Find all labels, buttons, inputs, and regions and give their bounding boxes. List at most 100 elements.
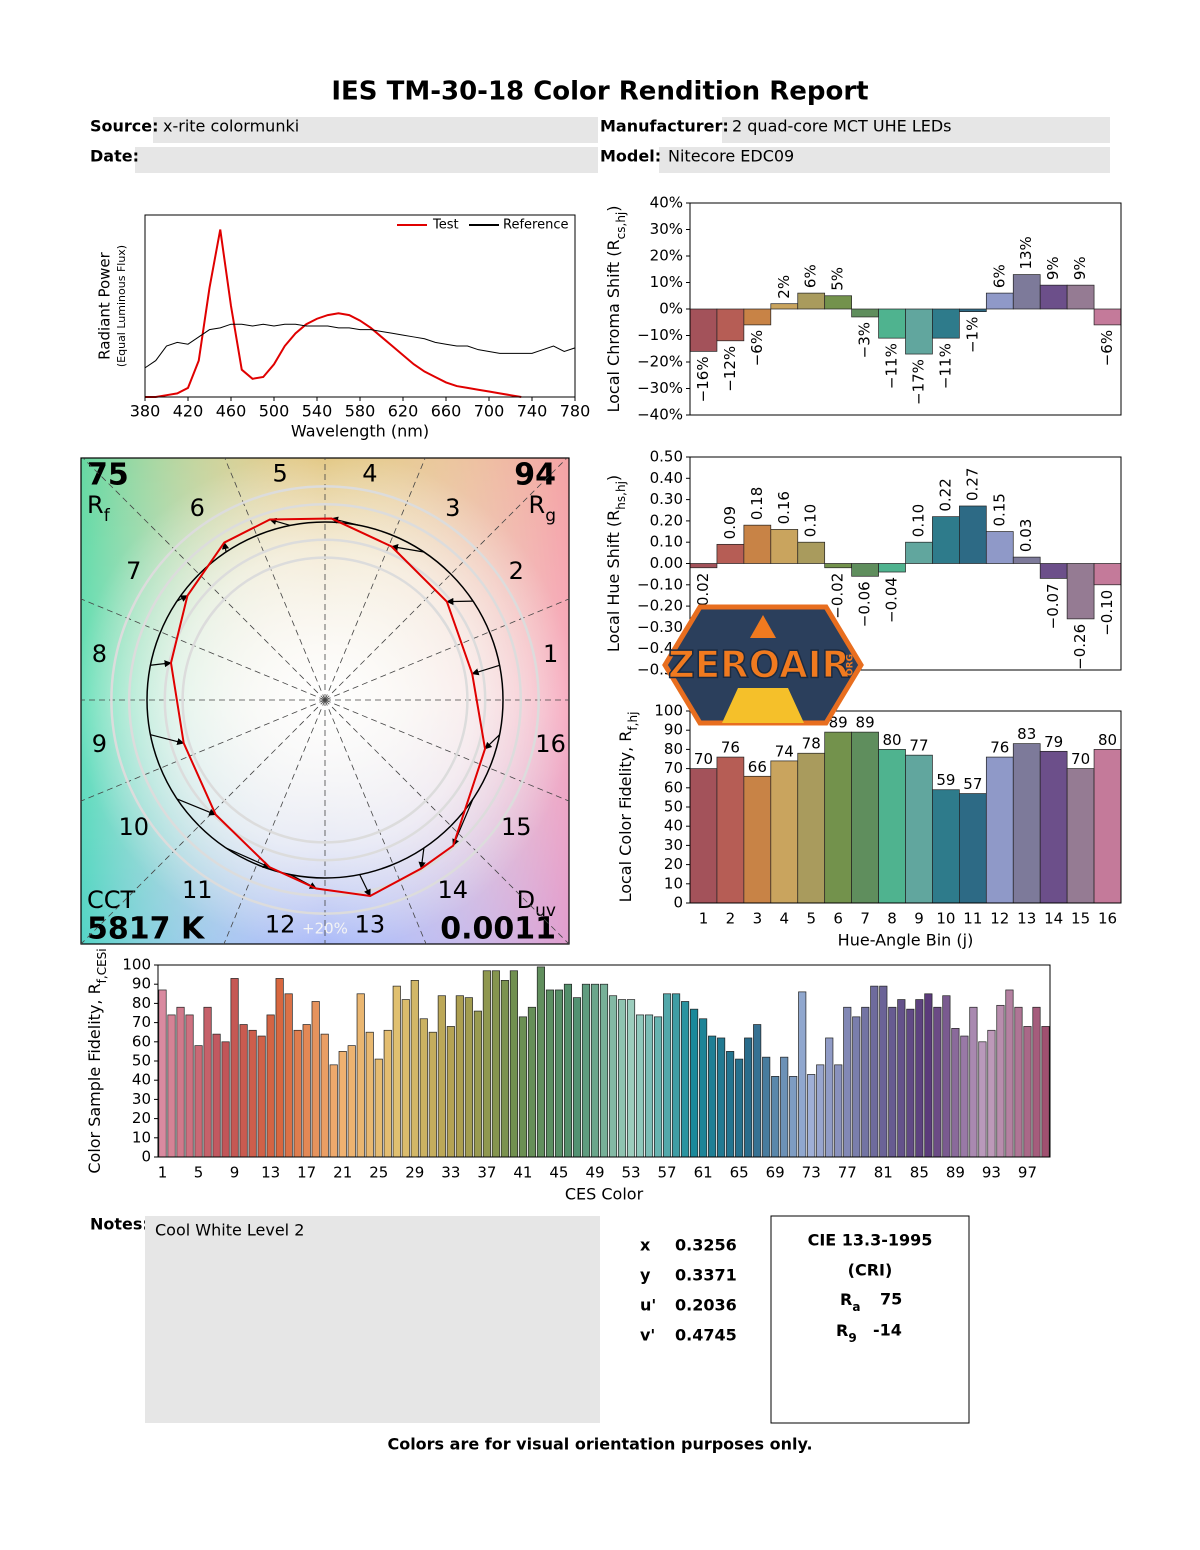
cct-value: 5817 K [87,912,206,947]
y-tick-label: −0.30 [637,618,683,636]
y-tick-label: 40% [650,194,683,212]
bar [554,989,564,1158]
bar [753,1024,762,1158]
chromaticity-label: u' [640,1296,656,1315]
bar [176,1006,185,1158]
bar [762,1056,771,1158]
series-line [145,229,522,398]
bar [905,541,933,564]
bin-label: 11 [182,876,213,904]
r9-label: R9 [836,1321,857,1345]
legend-label: Test [432,218,459,233]
value-label: 6% [990,264,1008,288]
rg-label: Rg [529,491,556,526]
bar [410,980,419,1158]
y-tick-label: 100 [122,956,151,974]
value-label: 0.10 [909,504,927,537]
bar [708,1035,717,1158]
plot-frame [144,214,576,398]
duv-value: 0.0011 [440,912,556,947]
x-tick-label: 45 [549,1164,568,1182]
chromaticity-label: x [640,1236,651,1255]
bin-label: 1 [543,640,558,668]
bar [320,1033,329,1158]
bar [572,997,582,1158]
watermark-sub: ORG [846,654,856,676]
bar [851,731,879,904]
x-tick-label: 8 [887,910,897,928]
bar [942,995,951,1158]
bar [626,999,636,1158]
bar [959,793,987,904]
bin-boundary [324,699,427,944]
bar [851,563,879,577]
bar [726,1051,735,1158]
bin-boundary [324,699,569,802]
cri-subtitle: (CRI) [848,1261,893,1280]
value-label: 0.16 [775,491,793,524]
bin-boundary [81,598,326,701]
bin-label: 4 [362,459,377,487]
bar [1023,1026,1032,1158]
value-label: 66 [748,758,767,776]
y-tick-label: −0.10 [637,575,683,593]
y-tick-label: 20 [664,855,683,873]
x-tick-label: 41 [513,1164,532,1182]
value-label: −0.26 [1071,624,1089,670]
bar [482,970,491,1158]
bar [770,303,799,310]
bar [194,1045,203,1158]
bar [959,308,987,312]
x-tick-label: 10 [936,910,955,928]
value-label: −0.07 [1044,583,1062,629]
y-tick-label: 0.40 [650,469,683,487]
ring [163,538,487,862]
cri-title: CIE 13.3-1995 [808,1231,933,1250]
y-tick-label: 60 [664,778,683,796]
bar [932,516,960,564]
x-tick-label: 61 [694,1164,713,1182]
y-tick-label: 0.50 [650,448,683,466]
bar [824,731,852,904]
bar [1032,1006,1041,1158]
value-label: 89 [856,714,875,732]
bar [716,756,745,904]
bar [824,295,852,310]
bin-label: 2 [509,557,524,585]
bin-boundary [81,699,326,944]
rg-subscript: g [545,506,556,526]
bar [771,1076,780,1158]
x-tick-label: 57 [658,1164,677,1182]
y-tick-label: 60 [132,1032,151,1050]
bar [1093,563,1122,586]
chromaticity-value: 0.3256 [675,1236,737,1255]
r9-value: -14 [873,1321,902,1340]
bar [428,1031,437,1158]
bar [798,991,807,1158]
bin-label: 5 [272,459,287,487]
y-tick-label: 40 [132,1071,151,1089]
value-label: 57 [963,775,982,793]
bar [1039,750,1068,904]
x-tick-label: 85 [910,1164,929,1182]
value-label: 0.27 [963,468,981,501]
bar [509,970,518,1158]
x-tick-label: 16 [1098,910,1117,928]
y-tick-label: 0% [659,300,683,318]
x-tick-label: 700 [474,402,505,421]
x-tick-label: 9 [230,1164,240,1182]
bar [852,1016,861,1158]
y-tick-label: 80 [132,994,151,1012]
bar [879,985,888,1158]
shift-arrow [176,798,217,816]
x-tick-label: 9 [914,910,924,928]
value-label: 9% [1044,256,1062,280]
legend-label: Reference [503,218,568,233]
x-tick-label: 7 [860,910,870,928]
y-axis-label: Local Hue Shift (Rhs,hj) [604,475,628,652]
bar [770,760,799,904]
x-tick-label: 380 [130,402,161,421]
notes-label: Notes: [90,1215,149,1234]
bar [437,995,446,1158]
